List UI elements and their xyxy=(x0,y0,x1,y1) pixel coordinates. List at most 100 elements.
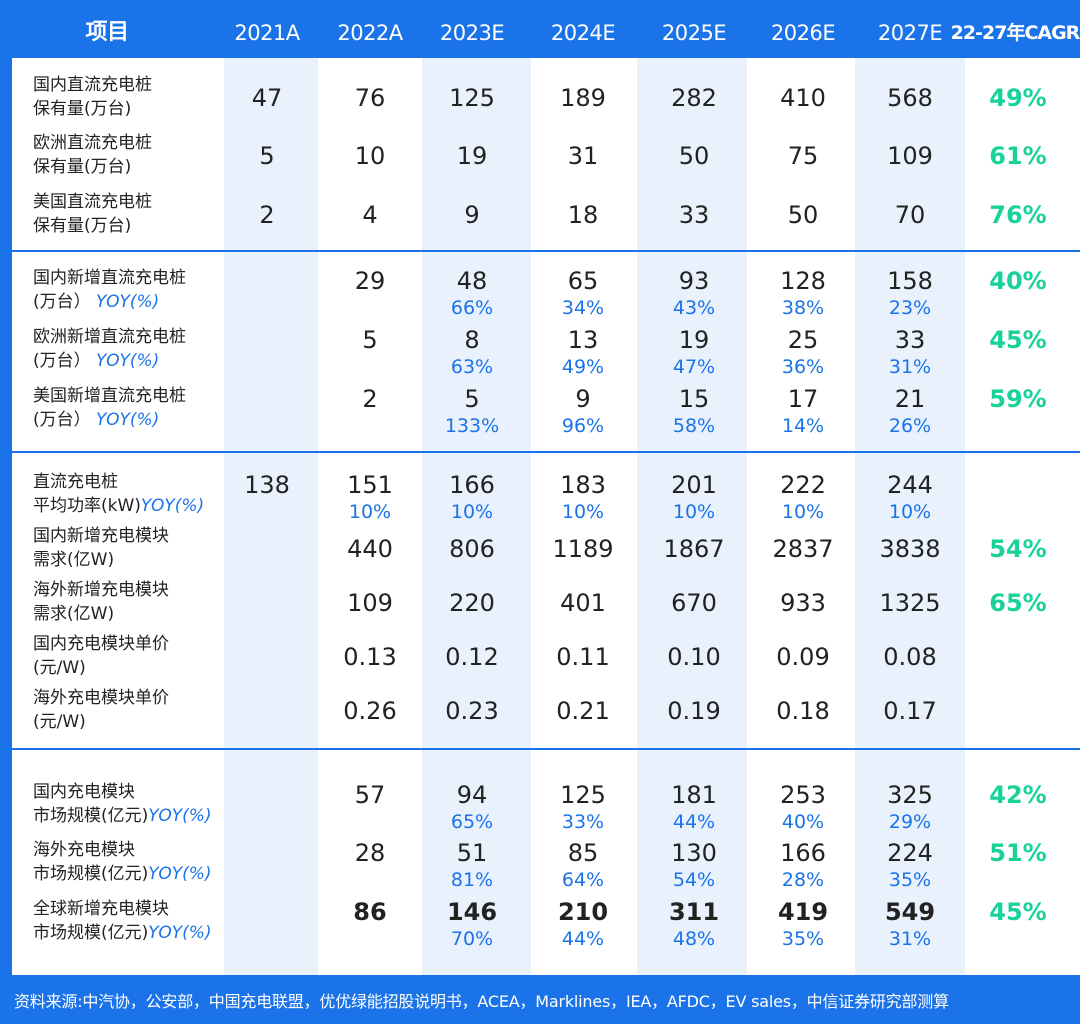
row-label-line2: (万台） YOY(%) xyxy=(33,349,186,373)
row-label-line2: 保有量(万台) xyxy=(33,155,152,179)
cell-yoy: 48% xyxy=(672,928,716,950)
cell-yoy: 81% xyxy=(450,869,494,891)
cell-yoy: 49% xyxy=(561,356,605,378)
cell-value: 13 xyxy=(567,326,599,354)
cell-value: 4 xyxy=(362,201,378,229)
cell-value: 21 xyxy=(894,385,926,413)
row-label-line1: 海外新增充电模块 xyxy=(33,580,169,600)
row-label-line1: 国内新增充电模块 xyxy=(33,526,169,546)
cell-value: 282 xyxy=(671,84,717,112)
cell-value: 244 xyxy=(887,471,933,499)
cell-value: 189 xyxy=(560,84,606,112)
cell-yoy: 14% xyxy=(781,415,825,437)
cell-yoy: 63% xyxy=(450,356,494,378)
row-label-line2: (万台） YOY(%) xyxy=(33,290,186,314)
cell-value: 0.12 xyxy=(445,643,499,671)
cell-yoy: 31% xyxy=(888,928,932,950)
row-label-line2: (万台） YOY(%) xyxy=(33,408,186,432)
cell-value: 10 xyxy=(354,142,386,170)
header-year: 2024E xyxy=(550,21,616,45)
row-label: 海外新增充电模块 需求(亿W) xyxy=(33,578,169,626)
cell-value: 86 xyxy=(353,898,387,926)
cell-value: 1325 xyxy=(879,589,941,617)
cell-value: 1189 xyxy=(552,535,614,563)
cell-value: 94 xyxy=(456,781,488,809)
cell-yoy: 35% xyxy=(888,869,932,891)
cell-value: 57 xyxy=(354,781,386,809)
cell-cagr: 49% xyxy=(989,84,1047,112)
row-label-line1: 美国新增直流充电桩 xyxy=(33,386,186,406)
row-label-unit: (元/W) xyxy=(33,658,86,678)
row-label-line1: 海外充电模块单价 xyxy=(33,688,169,708)
row-label-unit: 市场规模(亿元) xyxy=(33,806,149,826)
cell-value: 5 xyxy=(259,142,275,170)
cell-value: 210 xyxy=(557,898,609,926)
row-label-line1: 欧洲直流充电桩 xyxy=(33,133,152,153)
row-label-unit: (元/W) xyxy=(33,712,86,732)
row-label: 直流充电桩 平均功率(kW)YOY(%) xyxy=(33,470,204,518)
cell-value: 325 xyxy=(887,781,933,809)
row-label: 欧洲新增直流充电桩 (万台） YOY(%) xyxy=(33,325,186,373)
cell-value: 85 xyxy=(567,839,599,867)
cell-value: 201 xyxy=(671,471,717,499)
row-label-line2: 平均功率(kW)YOY(%) xyxy=(33,494,204,518)
row-label-unit: 需求(亿W) xyxy=(33,550,115,570)
row-label: 国内新增充电模块 需求(亿W) xyxy=(33,524,169,572)
cell-yoy: 35% xyxy=(781,928,825,950)
cell-value: 2837 xyxy=(772,535,834,563)
cell-cagr: 42% xyxy=(989,781,1047,809)
row-label-line1: 国内新增直流充电桩 xyxy=(33,268,186,288)
row-label-line1: 海外充电模块 xyxy=(33,840,135,860)
row-label-unit: (万台） xyxy=(33,410,91,430)
cell-yoy: 65% xyxy=(450,811,494,833)
cell-yoy: 58% xyxy=(672,415,716,437)
cell-yoy: 10% xyxy=(348,501,392,523)
row-label: 国内充电模块单价 (元/W) xyxy=(33,632,169,680)
cell-value: 9 xyxy=(464,201,480,229)
row-label-unit: 保有量(万台) xyxy=(33,157,132,177)
cell-value: 0.18 xyxy=(776,697,830,725)
cell-value: 220 xyxy=(449,589,495,617)
row-label-yoy: YOY(%) xyxy=(140,496,205,516)
row-label-line2: 市场规模(亿元)YOY(%) xyxy=(33,862,212,886)
header-cagr: 22-27年CAGR xyxy=(950,22,1080,44)
cell-cagr: 65% xyxy=(989,589,1047,617)
row-label-yoy: YOY(%) xyxy=(90,292,160,312)
cell-yoy: 38% xyxy=(781,297,825,319)
row-label-line2: 保有量(万台) xyxy=(33,214,152,238)
column-background xyxy=(422,58,531,975)
header-year: 2022A xyxy=(337,21,403,45)
row-label-unit: (万台） xyxy=(33,292,91,312)
row-label-line1: 直流充电桩 xyxy=(33,472,118,492)
cell-value: 5 xyxy=(464,385,480,413)
cell-yoy: 43% xyxy=(672,297,716,319)
row-label-line1: 欧洲新增直流充电桩 xyxy=(33,327,186,347)
row-label-yoy: YOY(%) xyxy=(148,923,212,943)
row-label-unit: 保有量(万台) xyxy=(33,216,132,236)
section-divider xyxy=(12,748,1080,750)
cell-value: 0.23 xyxy=(445,697,499,725)
cell-value: 0.19 xyxy=(667,697,721,725)
cell-yoy: 64% xyxy=(561,869,605,891)
cell-value: 130 xyxy=(671,839,717,867)
cell-value: 125 xyxy=(560,781,606,809)
section-divider xyxy=(12,451,1080,453)
cell-value: 2 xyxy=(259,201,275,229)
column-background xyxy=(318,58,422,975)
cell-value: 50 xyxy=(678,142,710,170)
cell-cagr: 51% xyxy=(989,839,1047,867)
cell-value: 181 xyxy=(671,781,717,809)
row-label-unit: 保有量(万台) xyxy=(33,99,132,119)
cell-cagr: 54% xyxy=(989,535,1047,563)
cell-cagr: 45% xyxy=(989,898,1047,926)
cell-value: 31 xyxy=(567,142,599,170)
cell-value: 8 xyxy=(464,326,480,354)
cell-yoy: 40% xyxy=(781,811,825,833)
row-label-line1: 全球新增充电模块 xyxy=(33,899,169,919)
cell-value: 166 xyxy=(449,471,495,499)
row-label-line2: 市场规模(亿元)YOY(%) xyxy=(33,921,212,945)
row-label: 美国新增直流充电桩 (万台） YOY(%) xyxy=(33,384,186,432)
row-label-unit: (万台） xyxy=(33,351,91,371)
cell-value: 2 xyxy=(362,385,378,413)
